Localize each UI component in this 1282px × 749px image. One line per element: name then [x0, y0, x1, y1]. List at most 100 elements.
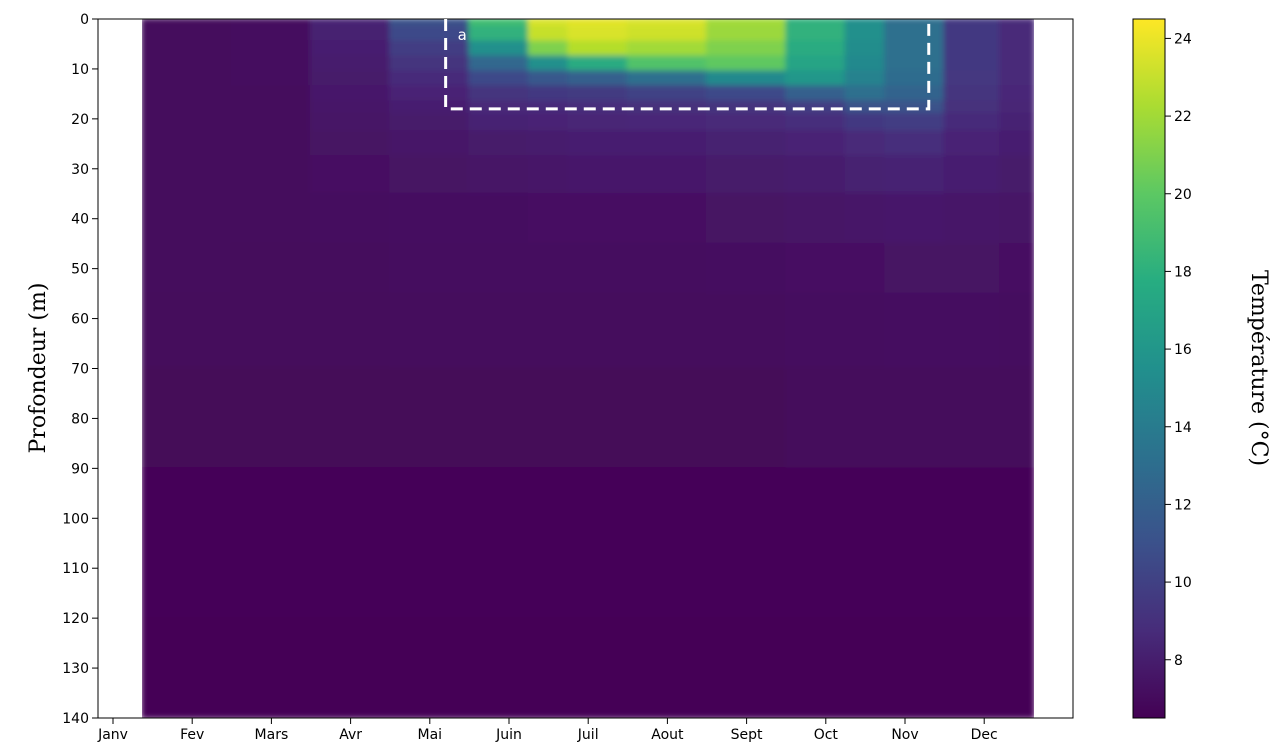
heatmap-cell [230, 25, 312, 43]
heatmap-cell [230, 100, 312, 115]
heatmap-cell [567, 130, 629, 158]
heatmap-cell [785, 467, 847, 620]
heatmap-cell [706, 192, 788, 245]
heatmap-cell [389, 100, 471, 115]
heatmap-cell [230, 55, 312, 73]
heatmap-cell [884, 25, 946, 43]
heatmap-cell [527, 155, 570, 195]
heatmap-cell [230, 130, 312, 158]
annotation-box [444, 19, 931, 111]
heatmap-cell [844, 85, 887, 103]
heatmap-cell [230, 70, 312, 88]
x-tick-label: Sept [731, 727, 763, 743]
heatmap-cell [142, 25, 174, 43]
y-tick-label: 0 [80, 12, 89, 28]
heatmap-cell [567, 19, 629, 28]
heatmap-cell [310, 192, 392, 245]
heatmap-cell [527, 85, 570, 103]
heatmap-cell [171, 100, 233, 115]
heatmap-cell [785, 40, 847, 58]
heatmap-cell [999, 617, 1034, 718]
heatmap-cell [527, 292, 570, 370]
colorbar: 8 10 12 14 16 18 20 22 24 [1132, 18, 1192, 719]
heatmap-cell [567, 55, 629, 73]
heatmap-cell [389, 467, 471, 620]
colorbar-tick-label: 16 [1174, 342, 1192, 358]
heatmap-cell [230, 292, 312, 370]
heatmap-cell [171, 367, 233, 470]
heatmap-cell [706, 617, 788, 718]
y-tick-label: 50 [71, 262, 89, 278]
heatmap-cell [310, 85, 392, 103]
heatmap-cell [999, 242, 1034, 295]
heatmap-cell [785, 155, 847, 195]
heatmap-cell [230, 40, 312, 58]
heatmap-cell [785, 112, 847, 133]
colorbar-tick-label: 18 [1174, 264, 1192, 280]
x-tick-label: Oct [814, 727, 839, 743]
heatmap-cell [171, 25, 233, 43]
heatmap-cell [999, 100, 1034, 115]
heatmap-cell [999, 367, 1034, 470]
heatmap-cell [142, 617, 174, 718]
heatmap-cell [567, 112, 629, 133]
heatmap-cell [999, 85, 1034, 103]
heatmap-cell [527, 19, 570, 28]
heatmap-cell [943, 112, 1002, 133]
heatmap-cell [567, 70, 629, 88]
colorbar-tick-label: 22 [1174, 109, 1192, 125]
heatmap-cell [468, 367, 530, 470]
heatmap-cell [389, 617, 471, 718]
heatmap-cell [999, 130, 1034, 158]
heatmap-cell [706, 19, 788, 28]
heatmap-cell [706, 292, 788, 370]
y-tick-label: 120 [62, 611, 89, 627]
heatmap-cell [310, 367, 392, 470]
x-tick-label: Fev [180, 727, 204, 743]
heatmap-cell [626, 192, 708, 245]
heatmap-cell [785, 292, 847, 370]
heatmap-cell [468, 55, 530, 73]
heatmap-cell [389, 40, 471, 58]
heatmap-cell [626, 467, 708, 620]
heatmap-cell [706, 367, 788, 470]
heatmap-cell [999, 19, 1034, 28]
heatmap-cell [884, 242, 946, 295]
y-tick-label: 70 [71, 362, 89, 378]
heatmap-cell [527, 130, 570, 158]
heatmap-cell [943, 70, 1002, 88]
heatmap-cell [785, 70, 847, 88]
heatmap-cell [943, 55, 1002, 73]
heatmap-cell [171, 155, 233, 195]
x-tick-label: Janv [97, 727, 128, 743]
heatmap-cell [884, 292, 946, 370]
heatmap-cell [884, 70, 946, 88]
heatmap-cell [785, 242, 847, 295]
heatmap-cell [626, 55, 708, 73]
y-tick-label: 100 [62, 511, 89, 527]
heatmap-cell [468, 467, 530, 620]
heatmap-cell [171, 85, 233, 103]
heatmap-cell [230, 617, 312, 718]
y-tick-label: 30 [71, 162, 89, 178]
heatmap-cell [785, 25, 847, 43]
heatmap-cell [142, 85, 174, 103]
heatmap-cell [626, 25, 708, 43]
heatmap-cell [142, 112, 174, 133]
colorbar-tick-label: 12 [1174, 497, 1192, 513]
y-tick-label: 110 [62, 561, 89, 577]
heatmap-cell [884, 130, 946, 158]
heatmap-cell [567, 292, 629, 370]
heatmap-cell [884, 55, 946, 73]
heatmap-cell [310, 292, 392, 370]
heatmap-cell [626, 85, 708, 103]
heatmap-cell [171, 292, 233, 370]
heatmap-cell [468, 155, 530, 195]
heatmap-cell [785, 55, 847, 73]
heatmap-cell [844, 617, 887, 718]
heatmap-cell [943, 40, 1002, 58]
heatmap-cell [884, 85, 946, 103]
heatmap-cell [171, 130, 233, 158]
heatmap-cell [468, 19, 530, 28]
heatmap-cell [389, 19, 471, 28]
